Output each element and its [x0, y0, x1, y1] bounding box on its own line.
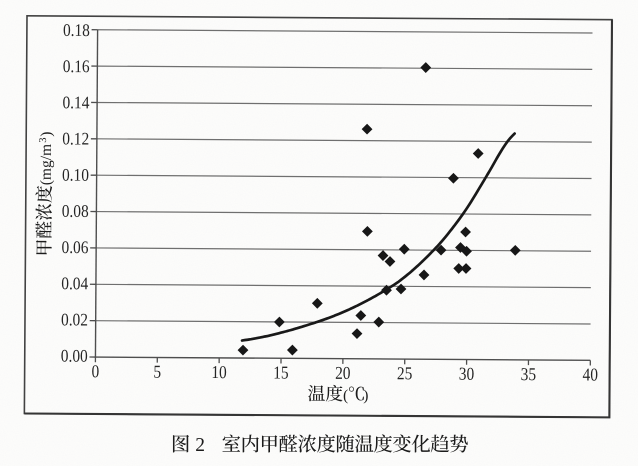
svg-text:(: (	[343, 387, 348, 404]
svg-text:3: 3	[38, 137, 49, 142]
svg-text:30: 30	[459, 363, 475, 384]
svg-text:0.10: 0.10	[62, 165, 89, 185]
svg-text:0.04: 0.04	[61, 273, 89, 293]
svg-text:10: 10	[211, 362, 227, 383]
svg-text:35: 35	[521, 364, 537, 385]
svg-text:40: 40	[582, 364, 598, 385]
svg-text:): )	[363, 387, 368, 404]
svg-text:): )	[38, 132, 55, 137]
svg-text:5: 5	[153, 361, 161, 382]
svg-text:20: 20	[335, 363, 351, 384]
svg-text:0.14: 0.14	[62, 92, 90, 112]
svg-text:25: 25	[397, 363, 413, 384]
svg-text:0.18: 0.18	[63, 20, 90, 40]
svg-text:0: 0	[91, 361, 99, 382]
svg-text:0.02: 0.02	[61, 309, 88, 329]
svg-text:0.06: 0.06	[61, 237, 88, 257]
svg-text:0.16: 0.16	[63, 56, 90, 76]
svg-text:0.12: 0.12	[62, 128, 89, 148]
svg-text:2: 2	[195, 435, 205, 456]
svg-text:(mg/m: (mg/m	[38, 144, 55, 185]
svg-text:15: 15	[273, 362, 289, 383]
svg-text:0.08: 0.08	[62, 201, 89, 221]
svg-text:0.00: 0.00	[61, 346, 88, 366]
